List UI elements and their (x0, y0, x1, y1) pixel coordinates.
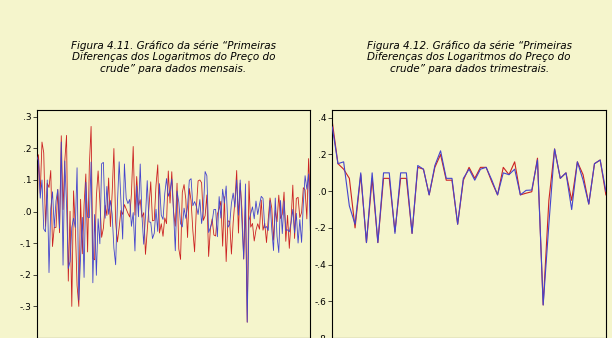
Text: Figura 4.12. Gráfico da série “Primeiras
Diferenças dos Logaritmos do Preço do
c: Figura 4.12. Gráfico da série “Primeiras… (367, 40, 572, 74)
Text: Figura 4.11. Gráfico da série “Primeiras
Diferenças dos Logaritmos do Preço do
c: Figura 4.11. Gráfico da série “Primeiras… (71, 40, 276, 74)
